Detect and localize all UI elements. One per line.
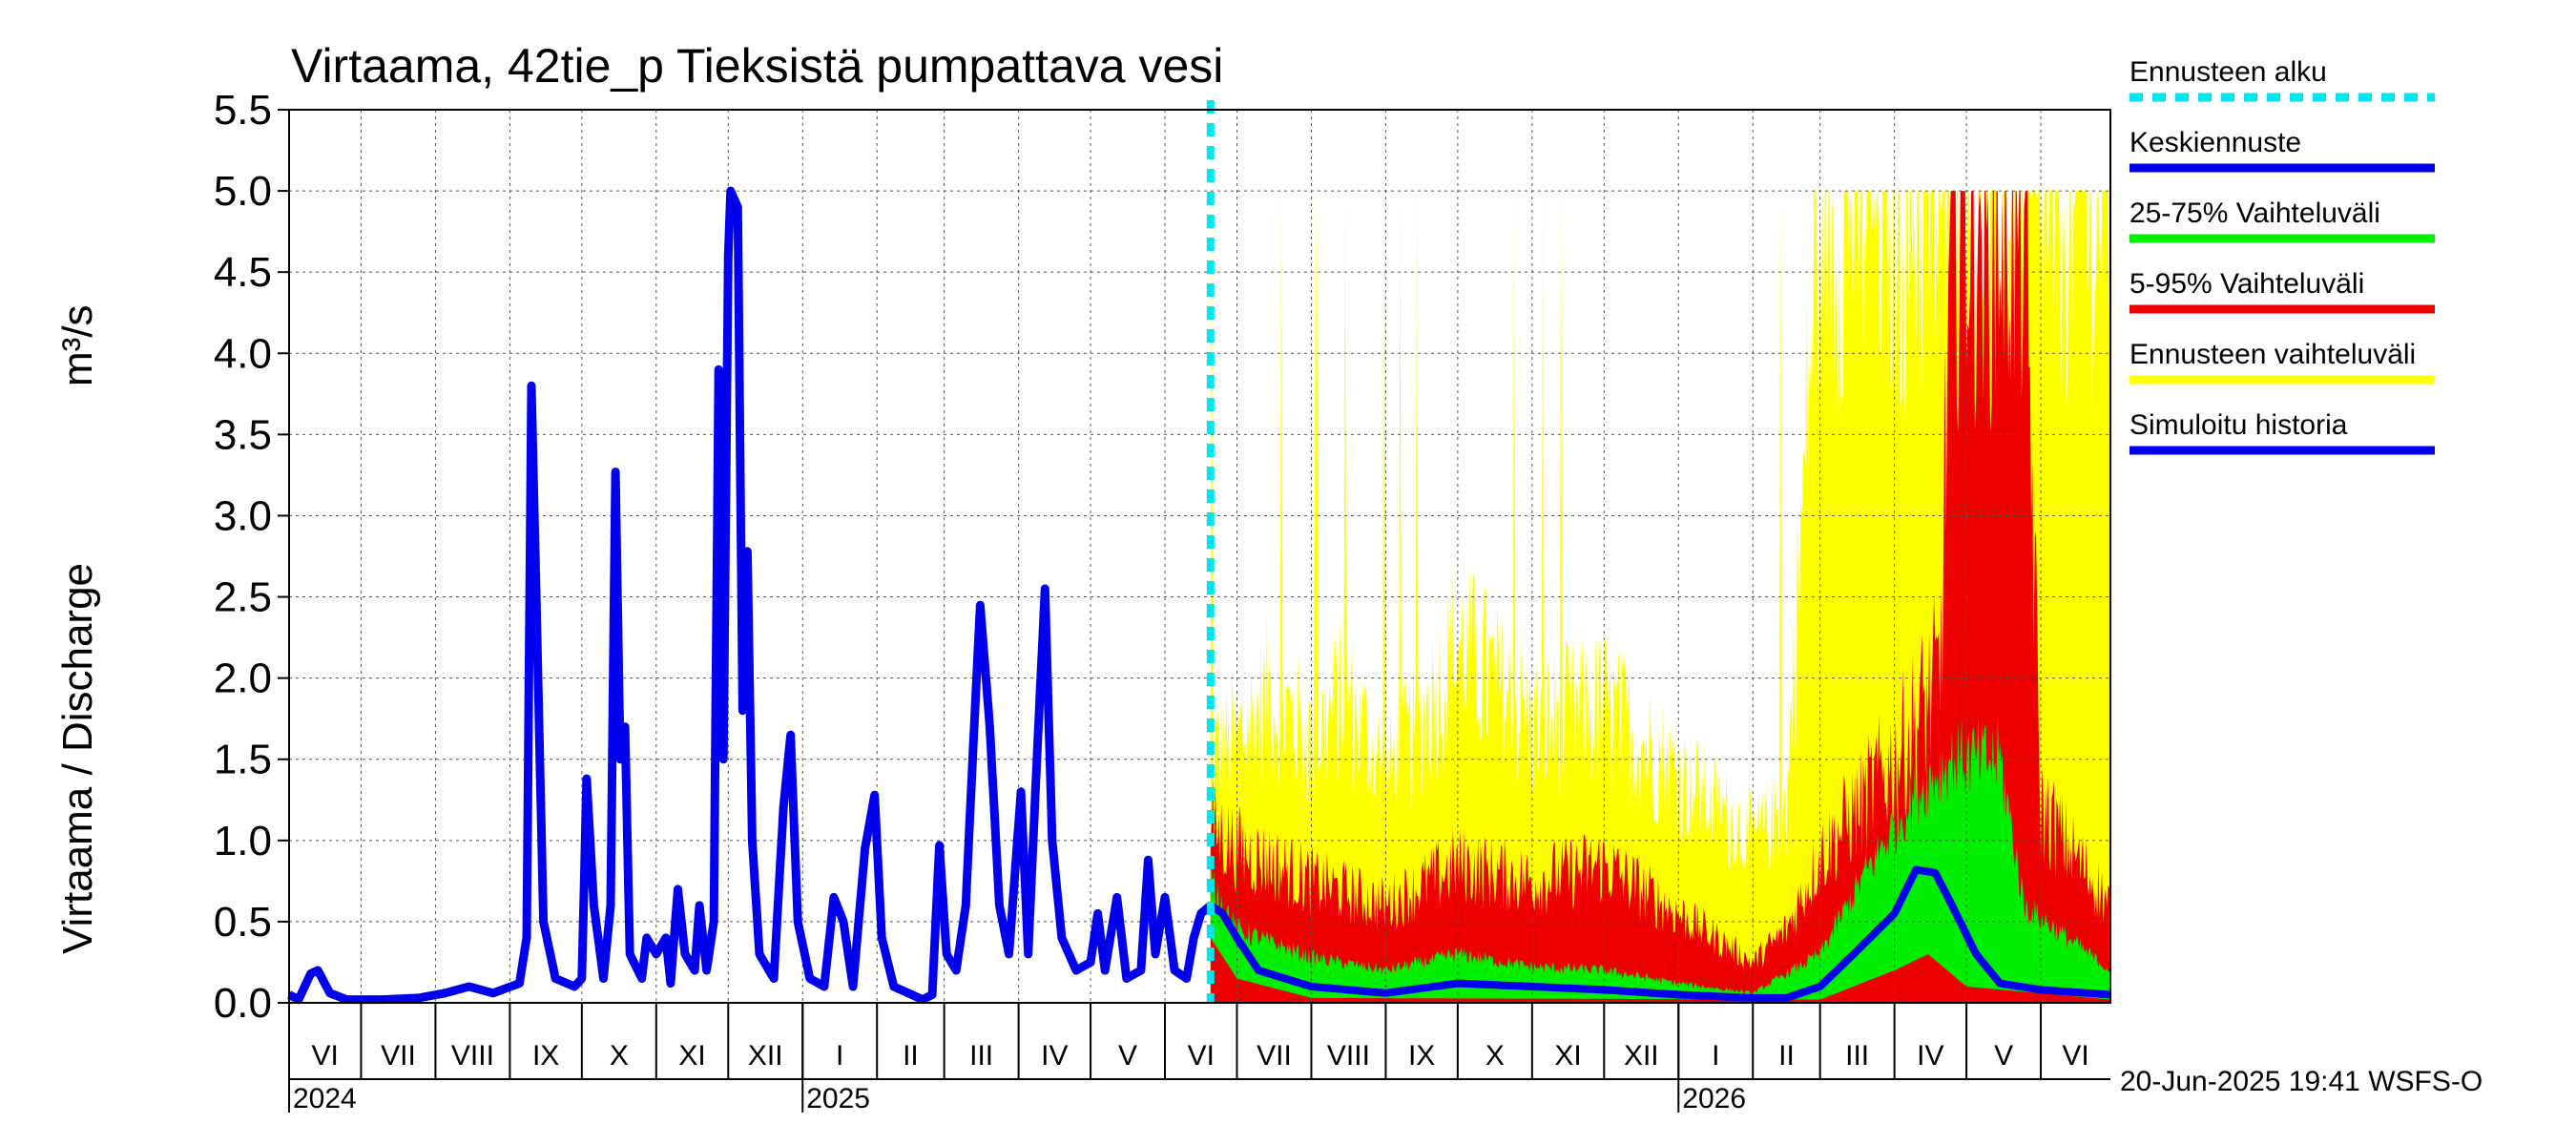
y-axis-unit: m³/s bbox=[54, 304, 101, 386]
legend-label: 5-95% Vaihteluväli bbox=[2129, 268, 2364, 300]
legend-label: Simuloitu historia bbox=[2129, 409, 2348, 441]
year-label: 2025 bbox=[806, 1083, 870, 1114]
month-label: XII bbox=[1624, 1040, 1659, 1072]
month-label: VI bbox=[312, 1040, 339, 1072]
month-label: VI bbox=[2062, 1040, 2088, 1072]
month-label: VI bbox=[1188, 1040, 1215, 1072]
month-label: VII bbox=[1257, 1040, 1292, 1072]
series-lines bbox=[285, 100, 2112, 1005]
y-tick-label: 1.5 bbox=[214, 737, 272, 783]
chart-title: Virtaama, 42tie_p Tieksistä pumpattava v… bbox=[291, 39, 1223, 93]
month-label: IV bbox=[1917, 1040, 1943, 1072]
y-axis-label: Virtaama / Discharge bbox=[54, 563, 101, 954]
month-label: I bbox=[1712, 1040, 1719, 1072]
month-label: V bbox=[1994, 1040, 2013, 1072]
month-label: VII bbox=[381, 1040, 416, 1072]
month-label: IV bbox=[1041, 1040, 1068, 1072]
month-label: VIII bbox=[1327, 1040, 1370, 1072]
legend-label: Ennusteen alku bbox=[2129, 56, 2327, 88]
y-tick-label: 5.0 bbox=[214, 168, 272, 215]
month-label: III bbox=[969, 1040, 993, 1072]
legend-label: Keskiennuste bbox=[2129, 127, 2301, 158]
y-tick-label: 4.5 bbox=[214, 249, 272, 296]
y-axis: 0.0 0.5 1.0 1.5 2.0 2.5 3.0 3.5 4.0 4.5 5.0 5.5 bbox=[214, 87, 289, 1027]
simulated-history-line bbox=[285, 186, 1215, 1005]
month-label: XI bbox=[1554, 1040, 1581, 1072]
month-label: X bbox=[610, 1040, 629, 1072]
y-tick-label: 1.0 bbox=[214, 818, 272, 864]
y-tick-label: 3.0 bbox=[214, 492, 272, 539]
legend: Ennusteen alku Keskiennuste 25-75% Vaihtel… bbox=[2129, 56, 2435, 455]
range-band bbox=[1210, 191, 2110, 1004]
month-label: XI bbox=[678, 1040, 705, 1072]
y-tick-label: 0.0 bbox=[214, 980, 272, 1027]
y-tick-label: 2.5 bbox=[214, 574, 272, 621]
y-tick-label: 5.5 bbox=[214, 87, 272, 134]
month-label: X bbox=[1485, 1040, 1505, 1072]
month-label: IX bbox=[532, 1040, 559, 1072]
p25-75-band bbox=[1210, 717, 2110, 1000]
month-label: I bbox=[836, 1040, 843, 1072]
legend-label: 25-75% Vaihteluväli bbox=[2129, 198, 2380, 229]
month-label: VIII bbox=[451, 1040, 494, 1072]
year-label: 2024 bbox=[293, 1083, 357, 1114]
y-tick-label: 3.5 bbox=[214, 411, 272, 458]
y-tick-label: 2.0 bbox=[214, 656, 272, 702]
timestamp: 20-Jun-2025 19:41 WSFS-O bbox=[2120, 1066, 2483, 1097]
y-tick-label: 4.0 bbox=[214, 330, 272, 377]
median-forecast-line bbox=[1208, 865, 2112, 1002]
year-label: 2026 bbox=[1682, 1083, 1746, 1114]
y-tick-label: 0.5 bbox=[214, 899, 272, 946]
month-label: II bbox=[903, 1040, 919, 1072]
month-label: V bbox=[1118, 1040, 1137, 1072]
plot-frame bbox=[288, 109, 2111, 1004]
x-axis: VI VII VIII IX X XI XII I II III IV V VI VII VIII IX X XI… bbox=[288, 1003, 2110, 1114]
month-label: III bbox=[1845, 1040, 1869, 1072]
month-label: II bbox=[1778, 1040, 1795, 1072]
month-label: IX bbox=[1408, 1040, 1435, 1072]
month-label: XII bbox=[748, 1040, 783, 1072]
legend-label: Ennusteen vaihteluväli bbox=[2129, 339, 2416, 370]
